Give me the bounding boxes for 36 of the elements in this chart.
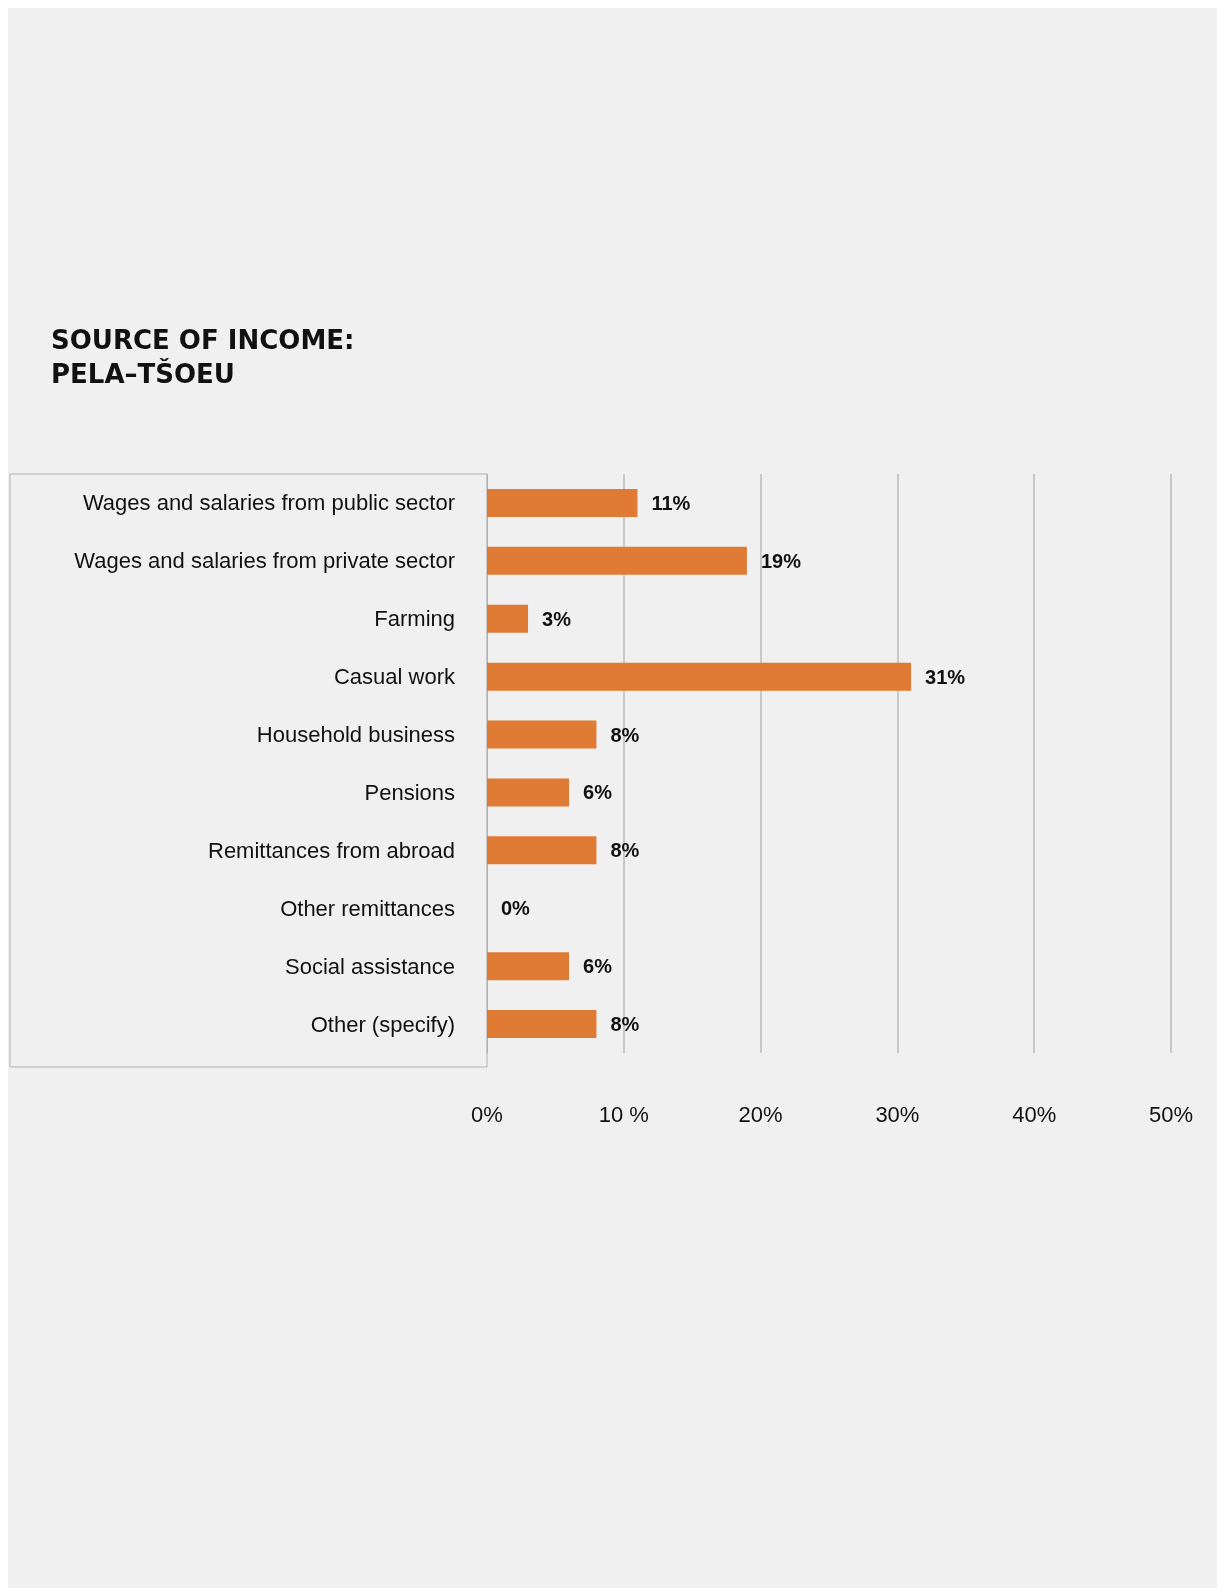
x-tick-label: 0% — [471, 1101, 503, 1127]
data-label: 11% — [651, 491, 691, 514]
x-tick-label: 40% — [1012, 1101, 1057, 1127]
bar — [487, 836, 597, 865]
bar — [487, 604, 529, 633]
data-label: 6% — [583, 955, 613, 978]
bar — [487, 720, 597, 749]
data-label: 31% — [925, 665, 966, 688]
x-tick-label: 10 % — [598, 1101, 649, 1127]
data-label: 8% — [610, 1013, 640, 1036]
text: SOURCE OF INCOME: PELA–TŠOEU — [51, 325, 355, 389]
y-tick-label: Wages and salaries from private sector — [74, 548, 455, 574]
bar — [487, 662, 912, 691]
y-tick-label: Pensions — [364, 779, 455, 805]
x-tick-label: 20% — [738, 1101, 783, 1127]
bar — [487, 952, 570, 981]
y-tick-label: Casual work — [333, 664, 456, 690]
x-tick-label: 30% — [875, 1101, 920, 1127]
y-tick-label: Farming — [374, 606, 455, 632]
y-tick-label: Household business — [256, 722, 455, 748]
bar — [487, 546, 747, 575]
data-label: 3% — [542, 607, 572, 630]
y-tick-label: Social assistance — [285, 953, 455, 979]
bar — [487, 778, 570, 807]
y-tick-label: Remittances from abroad — [208, 837, 455, 863]
y-tick-label: Other remittances — [280, 895, 455, 921]
y-tick-label: Other (specify) — [310, 1011, 455, 1037]
data-label: 19% — [760, 549, 802, 572]
y-tick-label: Wages and salaries from public sector — [82, 490, 455, 516]
data-label: 6% — [583, 781, 613, 804]
data-label: 8% — [610, 839, 640, 862]
bar — [487, 1010, 597, 1039]
bar — [487, 488, 638, 517]
data-label: 8% — [610, 723, 640, 746]
x-tick-label: 50% — [1148, 1101, 1194, 1127]
data-label: 0% — [501, 897, 531, 920]
